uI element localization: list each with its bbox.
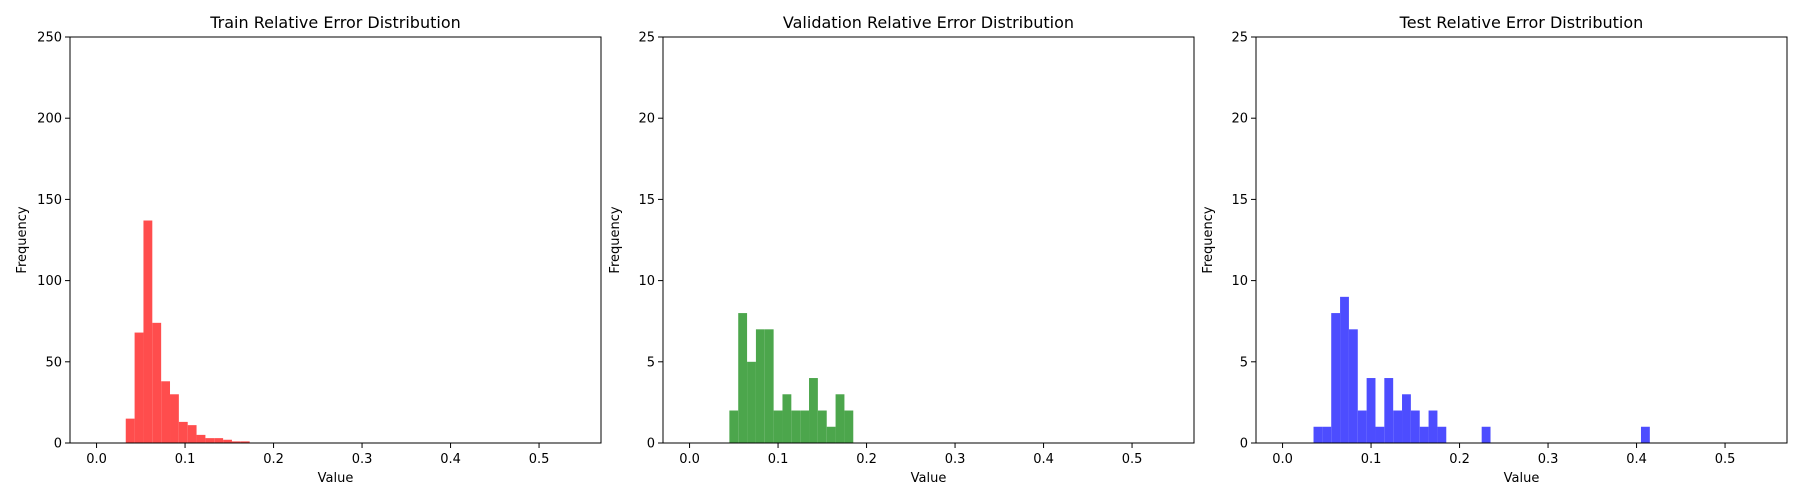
validation-y-tick-label: 25: [638, 31, 655, 46]
test-histogram-bar: [1640, 426, 1650, 443]
validation-y-tick-label: 10: [638, 274, 655, 289]
train-histogram-bar: [240, 441, 250, 443]
test-histogram-bar: [1340, 296, 1349, 443]
validation-x-tick-label: 0.3: [945, 452, 966, 467]
validation-x-axis-label: Value: [911, 471, 947, 486]
validation-plot-frame: [662, 36, 1195, 444]
test-histogram-bar: [1375, 426, 1385, 443]
test-histogram-bar: [1366, 378, 1376, 443]
test-histogram-bar: [1481, 426, 1491, 443]
train-x-axis-label: Value: [318, 471, 354, 486]
test-histogram-bar: [1322, 426, 1332, 443]
test-x-tick-label: 0.5: [1715, 452, 1736, 467]
train-histogram-bar: [134, 332, 144, 443]
validation-histogram-bar: [747, 361, 756, 443]
validation-y-axis-label: Frequency: [608, 206, 623, 273]
train-x-tick-label: 0.2: [263, 452, 284, 467]
test-x-tick-label: 0.1: [1361, 452, 1382, 467]
train-histogram-bar: [152, 322, 162, 443]
train-histogram-bar: [187, 425, 197, 443]
train-x-tick-label: 0.1: [175, 452, 196, 467]
validation-histogram-bar: [826, 426, 836, 443]
train-y-tick-label: 250: [37, 31, 62, 46]
test-chart-title: Test Relative Error Distribution: [1399, 13, 1644, 32]
test-histogram-bar: [1313, 426, 1323, 443]
train-histogram-bar: [205, 438, 215, 443]
train-x-tick-label: 0.5: [529, 452, 550, 467]
test-histogram-bar: [1437, 426, 1447, 443]
test-y-tick-label: 20: [1231, 112, 1248, 127]
train-histogram-bar: [196, 434, 206, 443]
test-x-tick-label: 0.3: [1538, 452, 1559, 467]
test-histogram-bar: [1402, 394, 1411, 443]
train-histogram-bar: [125, 418, 135, 443]
validation-histogram-bar: [764, 329, 774, 443]
test-histogram-panel: 0.0 0.1 0.2 0.3 0.4 0.5 0 5 10 15 20 25 Test Relativ…: [1201, 13, 1788, 486]
train-histogram-bar: [178, 421, 188, 443]
test-y-tick-label: 25: [1231, 31, 1248, 46]
test-y-tick-label: 10: [1231, 274, 1248, 289]
validation-x-tick-label: 0.0: [679, 452, 700, 467]
test-histogram-bar: [1410, 410, 1420, 443]
train-plot-frame: [69, 36, 602, 444]
test-y-tick-label: 5: [1240, 355, 1248, 370]
validation-histogram-bar: [773, 410, 783, 443]
train-histogram-bar: [143, 220, 153, 443]
train-y-tick-label: 150: [37, 193, 62, 208]
train-y-tick-label: 100: [37, 274, 62, 289]
test-plot-frame: [1255, 36, 1788, 444]
test-x-tick-label: 0.2: [1449, 452, 1470, 467]
validation-histogram-bar: [844, 410, 854, 443]
train-y-axis-label: Frequency: [15, 206, 30, 273]
test-y-tick-label: 0: [1240, 437, 1248, 452]
train-x-tick-label: 0.3: [352, 452, 373, 467]
validation-histogram-bar: [817, 410, 827, 443]
validation-histogram-bar: [800, 410, 810, 443]
validation-histogram-bar: [738, 313, 748, 443]
test-histogram-bar: [1428, 410, 1438, 443]
validation-histogram-bar: [782, 394, 792, 443]
validation-chart-title: Validation Relative Error Distribution: [783, 13, 1074, 32]
validation-y-tick-label: 0: [647, 437, 655, 452]
validation-histogram-panel: 0.0 0.1 0.2 0.3 0.4 0.5 0 5 10 15 20 25 Validation R…: [608, 13, 1195, 486]
validation-histogram-bar: [755, 329, 765, 443]
train-histogram-bar: [170, 394, 179, 443]
test-histogram-bar: [1348, 329, 1358, 443]
test-x-tick-label: 0.0: [1272, 452, 1293, 467]
validation-x-tick-label: 0.1: [768, 452, 789, 467]
train-x-tick-label: 0.4: [440, 452, 461, 467]
test-histogram-bar: [1384, 378, 1394, 443]
train-chart-title: Train Relative Error Distribution: [209, 13, 461, 32]
train-histogram-bar: [223, 439, 232, 443]
train-y-tick-label: 50: [45, 355, 62, 370]
validation-y-tick-label: 20: [638, 112, 655, 127]
train-histogram-bar: [231, 441, 241, 443]
validation-x-tick-label: 0.5: [1122, 452, 1143, 467]
train-x-tick-label: 0.0: [86, 452, 107, 467]
test-histogram-bar: [1393, 410, 1403, 443]
validation-histogram-bar: [835, 394, 845, 443]
train-y-tick-label: 200: [37, 112, 62, 127]
train-histogram-bar: [161, 381, 171, 443]
train-histogram-panel: 0.0 0.1 0.2 0.3 0.4 0.5 0 50 100 150 200 250 Train R…: [15, 13, 602, 486]
validation-y-tick-label: 5: [647, 355, 655, 370]
test-x-axis-label: Value: [1504, 471, 1540, 486]
train-histogram-bar: [214, 438, 224, 443]
validation-y-tick-label: 15: [638, 193, 655, 208]
validation-x-tick-label: 0.4: [1033, 452, 1054, 467]
validation-histogram-bar: [809, 378, 818, 443]
test-y-axis-label: Frequency: [1201, 206, 1216, 273]
validation-histogram-bar: [791, 410, 801, 443]
test-histogram-bar: [1331, 313, 1341, 443]
train-y-tick-label: 0: [54, 437, 62, 452]
validation-x-tick-label: 0.2: [856, 452, 877, 467]
validation-histogram-bar: [729, 410, 739, 443]
test-y-tick-label: 15: [1231, 193, 1248, 208]
test-histogram-bar: [1357, 410, 1367, 443]
test-x-tick-label: 0.4: [1626, 452, 1647, 467]
test-histogram-bar: [1419, 426, 1429, 443]
